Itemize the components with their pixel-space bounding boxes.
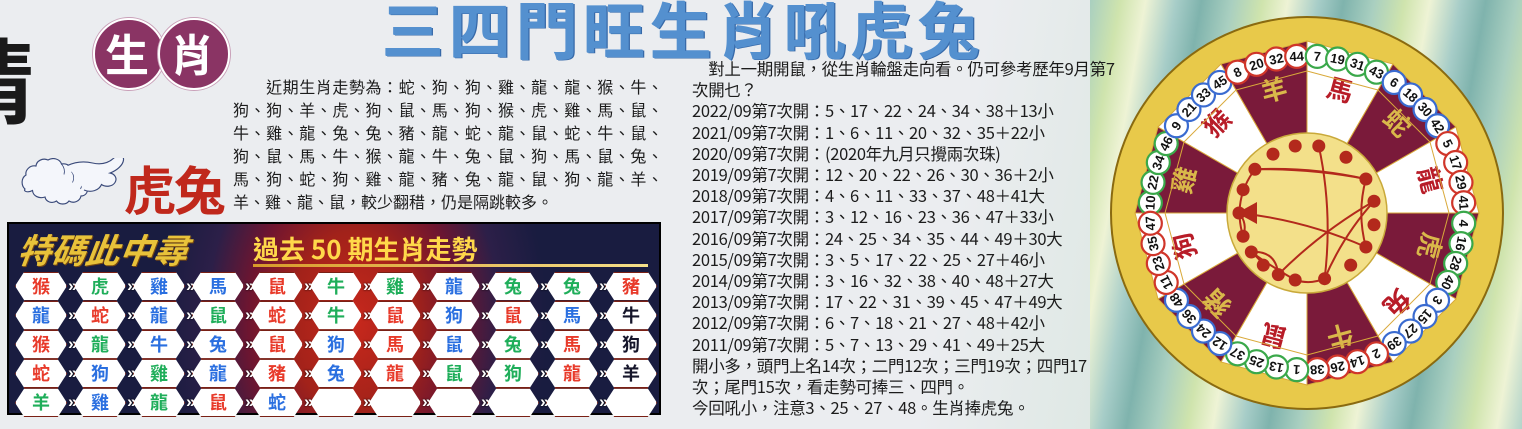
svg-text:47: 47	[1142, 216, 1158, 231]
svg-text:19: 19	[1329, 50, 1346, 68]
svg-text:1: 1	[1293, 362, 1301, 377]
svg-text:26: 26	[1329, 358, 1346, 376]
svg-text:7: 7	[1313, 49, 1321, 64]
svg-text:10: 10	[1142, 195, 1158, 210]
svg-text:44: 44	[1289, 48, 1305, 64]
svg-text:38: 38	[1310, 362, 1325, 378]
svg-text:13: 13	[1268, 358, 1285, 376]
svg-text:32: 32	[1268, 50, 1285, 68]
svg-text:16: 16	[1452, 235, 1470, 252]
svg-text:29: 29	[1452, 174, 1470, 191]
svg-text:41: 41	[1456, 195, 1472, 210]
svg-text:35: 35	[1144, 235, 1162, 252]
svg-text:22: 22	[1144, 174, 1162, 191]
